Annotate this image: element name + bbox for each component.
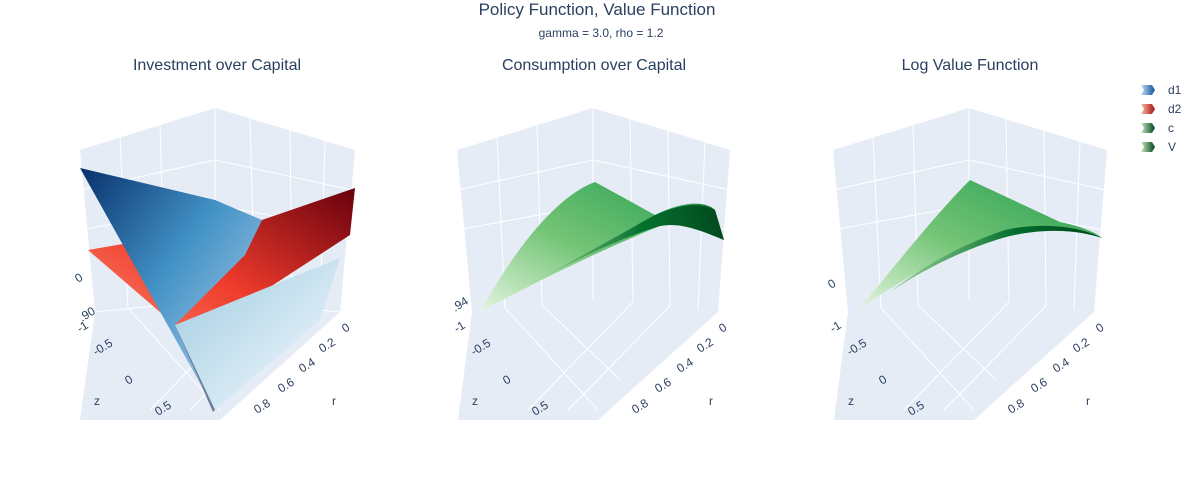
axis-tick-label: 0.4 [296,355,318,376]
axis-tick-label: 0 [825,276,838,292]
legend-swatch-icon [1141,84,1155,95]
axis-tick-label: 0 [72,270,85,286]
subplot-title: Consumption over Capital [502,57,686,74]
axis-tick-label: -1 [827,318,844,336]
legend-label: V [1168,139,1177,154]
scene-investment[interactable]: Investment over Capital [72,57,355,420]
figure-title: Policy Function, Value Function [479,0,716,19]
axis-tick-label: 0.2 [316,335,338,356]
axis-tick-label: 0.6 [1028,375,1050,396]
surface-d1 [80,168,262,410]
legend-label: c [1168,120,1174,135]
axis-tick-label: -1 [451,318,468,336]
axis-title-y: z [472,394,478,408]
axis-title-y: z [94,394,100,408]
surface-v-underside [890,225,1102,292]
subplot-title: Log Value Function [902,57,1039,74]
scene-back-wall-right [969,108,1107,312]
axis-tick-label: 0.4 [674,355,696,376]
legend-label: d2 [1168,101,1182,116]
subplot-title: Investment over Capital [133,57,301,74]
axis-tick-label: 0 [339,320,352,336]
legend-swatch-icon [1141,122,1155,133]
surface-c-underside [520,205,724,290]
legend-item-c[interactable]: c [1138,118,1198,137]
surface-d2 [88,188,355,370]
axis-title-x: r [709,394,713,408]
scene-consumption[interactable]: Consumption over Capital 0 0.2 0.4 0.6 [449,57,731,420]
scene-grid [832,108,1107,411]
axis-tick-label: 0.8 [629,396,651,417]
axis-tick-label: 0.8 [1005,396,1027,417]
legend-swatch-icon [1141,141,1155,152]
surface-v [858,180,1102,310]
legend-item-v[interactable]: V [1138,137,1198,156]
axis-tick-label: 0.2 [1070,335,1092,356]
axis-tick-label: 0.2 [694,335,716,356]
scene-back-wall-right [593,108,730,312]
figure-subtitle: gamma = 3.0, rho = 1.2 [539,26,664,40]
axis-tick-label: 0.4 [1050,355,1072,376]
scene-floor [834,300,1094,420]
surface-d1-edge [175,325,215,412]
scene-floor [458,300,718,420]
axis-title-y: z [848,394,854,408]
axis-tick-label: 0 [716,320,729,336]
axis-tick-label: 0.6 [275,375,297,396]
axis-tick-label: 0 [1093,320,1106,336]
axis-tick-label: .94 [449,294,471,315]
legend-item-d1[interactable]: d1 [1138,80,1198,99]
axis-title-x: r [332,394,336,408]
axis-title-x: r [1086,394,1090,408]
axis-tick-label: 0.6 [652,375,674,396]
axis-tick-label: 0.8 [251,396,273,417]
legend-item-d2[interactable]: d2 [1138,99,1198,118]
legend-swatch-icon [1141,103,1155,114]
surface-d1-lower [175,258,340,410]
scene-value[interactable]: Log Value Function 0 0.2 0.4 0.6 [825,57,1107,420]
legend-label: d1 [1168,82,1182,97]
legend: d1 d2 c V [1138,80,1198,156]
